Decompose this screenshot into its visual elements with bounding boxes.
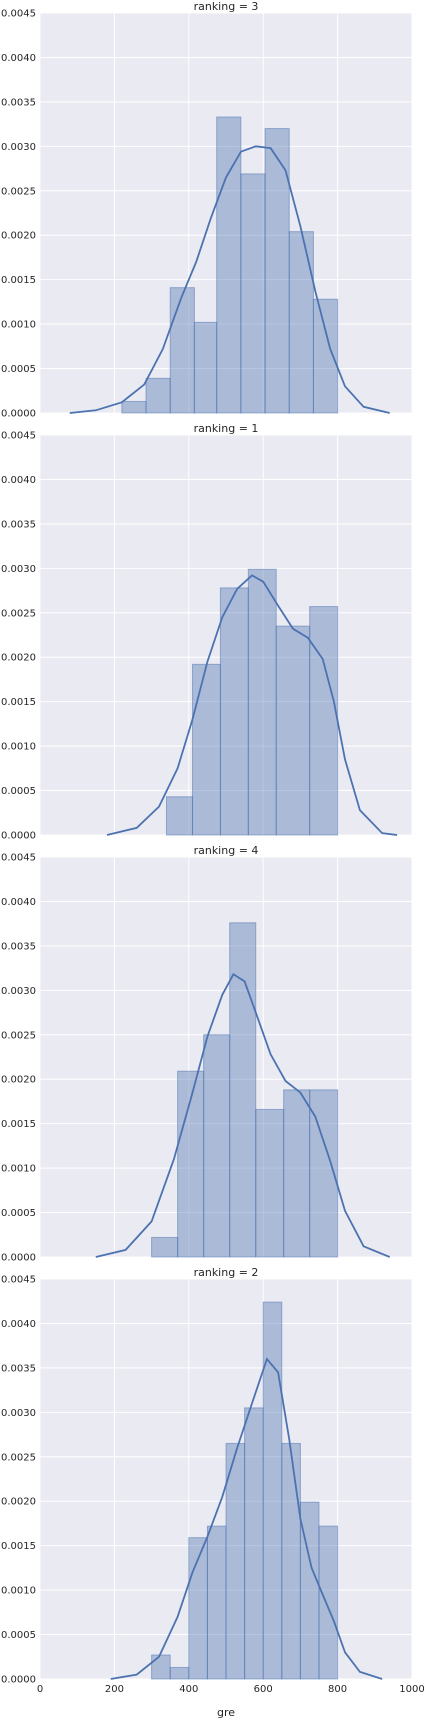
histogram-bar — [193, 321, 218, 414]
plot-area — [40, 435, 412, 835]
y-tick-label: 0.0015 — [1, 275, 36, 286]
facet-title: ranking = 4 — [194, 844, 259, 857]
y-tick-label: 0.0010 — [1, 1164, 36, 1175]
histogram-bar — [264, 128, 290, 414]
y-tick-label: 0.0030 — [1, 142, 36, 153]
y-tick-label: 0.0035 — [1, 1363, 36, 1374]
histogram-bar — [255, 1108, 285, 1258]
y-tick-label: 0.0030 — [1, 986, 36, 997]
histogram-bar — [203, 1034, 231, 1258]
histogram-bar — [169, 287, 195, 414]
y-tick-label: 0.0010 — [1, 1586, 36, 1597]
histogram-bar — [309, 1089, 339, 1258]
y-tick-label: 0.0040 — [1, 53, 36, 64]
histogram-bar — [192, 663, 221, 836]
y-tick-label: 0.0030 — [1, 564, 36, 575]
histogram-bar — [169, 1666, 190, 1680]
y-tick-label: 0.0020 — [1, 231, 36, 242]
histogram-bar — [151, 1236, 179, 1258]
histogram-bar — [145, 377, 171, 414]
y-tick-label: 0.0010 — [1, 742, 36, 753]
plot-area — [40, 13, 412, 413]
plot-area — [40, 857, 412, 1257]
histogram-bar — [151, 1654, 171, 1680]
y-tick-label: 0.0045 — [1, 431, 36, 442]
y-tick-label: 0.0015 — [1, 1119, 36, 1130]
histogram-bar — [240, 173, 266, 414]
y-tick-label: 0.0040 — [1, 897, 36, 908]
histogram-bar — [247, 568, 277, 836]
kde-curve — [95, 973, 391, 1258]
y-tick-label: 0.0030 — [1, 1408, 36, 1419]
y-tick-label: 0.0015 — [1, 697, 36, 708]
y-tick-label: 0.0025 — [1, 186, 36, 197]
x-tick-label: 400 — [179, 1684, 198, 1695]
kde-curve — [106, 574, 398, 836]
histogram-bar — [309, 606, 339, 836]
y-tick-label: 0.0000 — [1, 1253, 36, 1264]
histogram-bar — [206, 1525, 227, 1680]
facet-title: ranking = 1 — [194, 422, 259, 435]
histogram-bar — [318, 1525, 339, 1680]
histogram-bar — [275, 625, 311, 836]
x-axis-label: gre — [217, 1706, 235, 1719]
y-tick-label: 0.0010 — [1, 320, 36, 331]
x-tick-label: 0 — [37, 1684, 43, 1695]
y-tick-label: 0.0045 — [1, 1275, 36, 1286]
y-tick-label: 0.0040 — [1, 1319, 36, 1330]
facet-panel: 0.0000 0.0005 0.0010 0.0015 0.0020 0.0025 0.00… — [1, 1266, 424, 1695]
histogram-bar — [288, 231, 314, 414]
y-tick-label: 0.0035 — [1, 519, 36, 530]
y-tick-label: 0.0045 — [1, 853, 36, 864]
y-tick-label: 0.0005 — [1, 1630, 36, 1641]
histogram-bar — [244, 1407, 264, 1680]
histogram-bar — [225, 1442, 246, 1680]
facet-panel: 0.0000 0.0005 0.0010 0.0015 0.0020 0.0025 0.00… — [1, 422, 413, 842]
y-tick-label: 0.0040 — [1, 475, 36, 486]
kde-curve — [69, 145, 390, 414]
facet-title: ranking = 3 — [194, 0, 259, 13]
y-tick-label: 0.0015 — [1, 1541, 36, 1552]
y-tick-label: 0.0005 — [1, 1208, 36, 1219]
histogram-bar — [219, 587, 249, 836]
y-tick-label: 0.0005 — [1, 786, 36, 797]
y-tick-label: 0.0020 — [1, 1075, 36, 1086]
y-tick-label: 0.0035 — [1, 97, 36, 108]
histogram-bar — [165, 796, 194, 836]
histogram-bar — [283, 1089, 311, 1258]
y-tick-label: 0.0000 — [1, 1675, 36, 1686]
y-tick-label: 0.0020 — [1, 653, 36, 664]
histogram-bar — [281, 1442, 301, 1680]
y-tick-label: 0.0000 — [1, 831, 36, 842]
histogram-bar — [216, 116, 242, 414]
y-tick-label: 0.0005 — [1, 364, 36, 375]
x-tick-label: 600 — [254, 1684, 273, 1695]
histogram-bar — [262, 1301, 283, 1680]
y-tick-label: 0.0000 — [1, 409, 36, 420]
kde-curve — [110, 1357, 383, 1680]
y-tick-label: 0.0035 — [1, 941, 36, 952]
y-tick-label: 0.0020 — [1, 1497, 36, 1508]
facet-panel: 0.0000 0.0005 0.0010 0.0015 0.0020 0.0025 0.00… — [1, 0, 413, 420]
y-tick-label: 0.0025 — [1, 1452, 36, 1463]
x-tick-label: 800 — [328, 1684, 347, 1695]
y-tick-label: 0.0045 — [1, 9, 36, 20]
x-tick-label: 1000 — [399, 1684, 424, 1695]
facet-title: ranking = 2 — [194, 1266, 259, 1279]
histogram-bar — [121, 400, 147, 414]
y-tick-label: 0.0025 — [1, 1030, 36, 1041]
x-tick-label: 200 — [105, 1684, 124, 1695]
facet-panel: 0.0000 0.0005 0.0010 0.0015 0.0020 0.0025 0.00… — [1, 844, 413, 1264]
y-tick-label: 0.0025 — [1, 608, 36, 619]
histogram-bar — [229, 922, 257, 1258]
